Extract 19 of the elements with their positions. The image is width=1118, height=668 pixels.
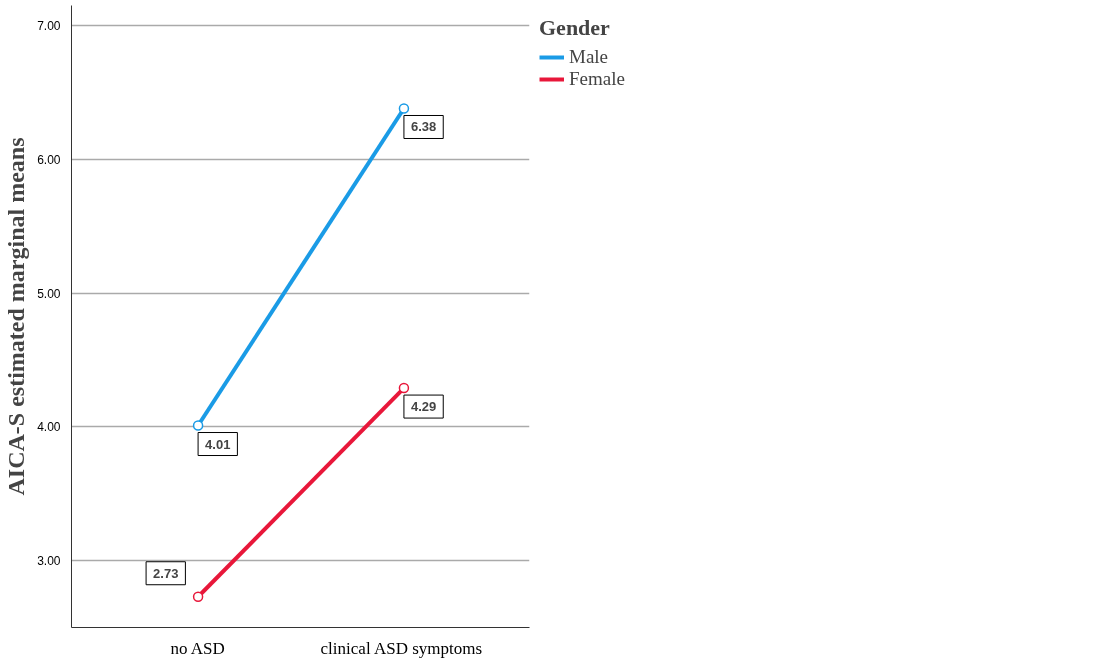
point xyxy=(192,591,204,602)
y-tick-label: 7.00 xyxy=(37,19,61,34)
legend-title: Gender xyxy=(539,15,611,41)
x-tick-label: clinical ASD symptoms xyxy=(320,638,483,658)
point xyxy=(398,103,410,114)
data-label: 6.38 xyxy=(410,119,437,135)
y-tick-label: 3.00 xyxy=(37,554,61,569)
x-tick-label: no ASD xyxy=(170,638,225,658)
y-axis-title: AICA-S estimated marginal means xyxy=(3,137,30,496)
y-tick-label: 5.00 xyxy=(37,286,61,301)
data-label: 2.73 xyxy=(153,565,179,581)
point xyxy=(398,382,410,394)
y-tick-label: 4.00 xyxy=(37,420,61,435)
point xyxy=(192,420,204,431)
data-label: 4.29 xyxy=(410,399,437,415)
data-label: 4.01 xyxy=(205,436,231,452)
legend-label: Female xyxy=(569,68,625,90)
y-tick-label: 6.00 xyxy=(37,152,61,167)
legend-label: Male xyxy=(569,46,609,68)
